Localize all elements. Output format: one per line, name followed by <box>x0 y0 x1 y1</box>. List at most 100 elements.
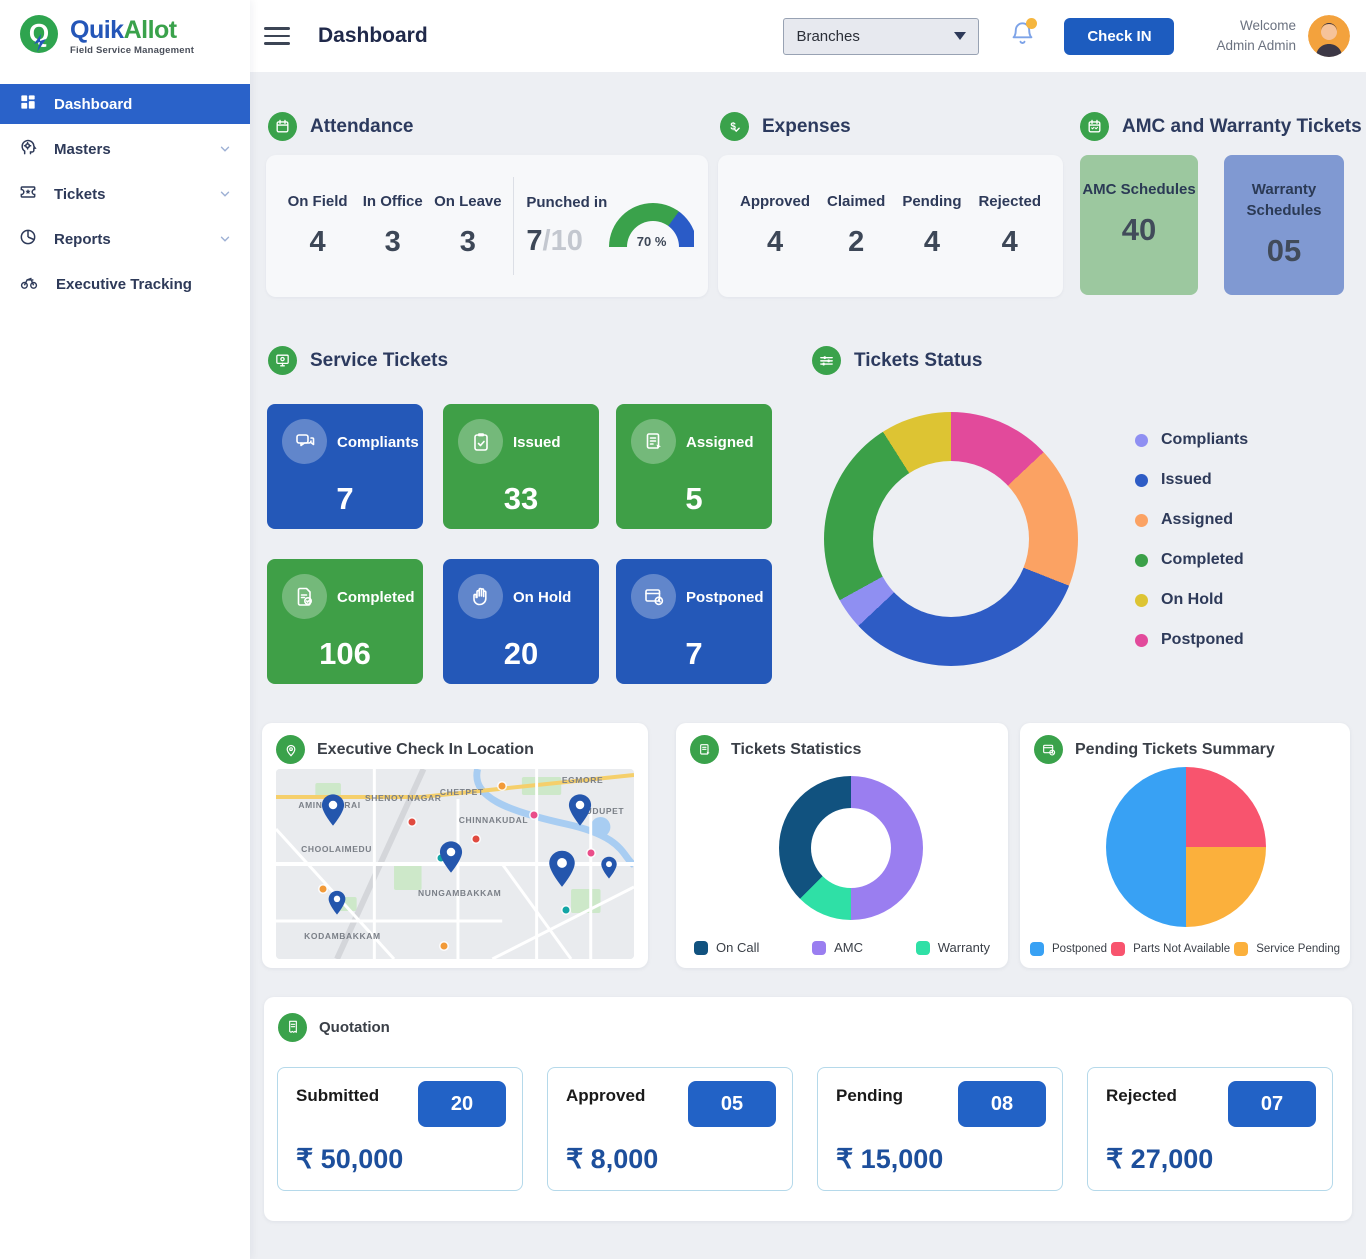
tile-assigned[interactable]: Assigned 5 <box>616 404 772 529</box>
grid-icon <box>18 92 38 116</box>
checkin-map-pin[interactable] <box>600 856 618 884</box>
checkin-map-pin[interactable] <box>327 890 347 920</box>
legend-item: AMC <box>812 940 863 955</box>
attendance-section-header: Attendance <box>268 112 413 141</box>
sidebar-item-tickets[interactable]: Tickets <box>0 174 250 214</box>
map-poi-icon <box>408 818 416 826</box>
ticket-icon <box>18 182 38 206</box>
calendar-icon <box>268 112 297 141</box>
expense-stat: Claimed 2 <box>826 193 886 258</box>
monitor-gear-icon <box>268 346 297 375</box>
menu-toggle-button[interactable] <box>264 27 290 45</box>
map-area-label: KODAMBAKKAM <box>304 931 381 942</box>
main-content: Attendance On Field 4 In Office 3 On Lea… <box>250 72 1366 1259</box>
clipboard-check-icon <box>458 419 503 464</box>
bell-icon <box>1009 22 1036 52</box>
quotation-pending-card: Pending 08 ₹ 15,000 <box>817 1067 1063 1191</box>
masters-icon <box>18 137 38 161</box>
sidebar-item-label: Reports <box>54 230 111 248</box>
checkin-map-pin[interactable] <box>547 849 577 892</box>
sidebar-item-label: Tickets <box>54 185 106 203</box>
page-title: Dashboard <box>318 24 428 47</box>
checkin-map-pin[interactable] <box>320 793 346 831</box>
checkin-location-card: Executive Check In Location <box>262 723 648 968</box>
legend-item: Warranty <box>915 940 990 955</box>
warranty-schedules-card[interactable]: Warranty Schedules 05 <box>1224 155 1344 295</box>
legend-item: Postponed <box>1030 942 1107 956</box>
check-in-button[interactable]: Check IN <box>1064 17 1175 55</box>
quotation-submitted-card: Submitted 20 ₹ 50,000 <box>277 1067 523 1191</box>
divider <box>513 177 515 275</box>
tile-completed[interactable]: Completed 106 <box>267 559 423 684</box>
map-canvas[interactable]: AMINJIKARAI SHENOY NAGAR CHETPET EGMORE … <box>276 769 634 959</box>
map-poi-icon <box>437 854 445 862</box>
chevron-down-icon <box>218 142 232 156</box>
sidebar-item-executive-tracking[interactable]: Executive Tracking <box>0 264 250 304</box>
map-poi-icon <box>530 811 538 819</box>
chevron-down-icon <box>218 187 232 201</box>
bicycle-icon <box>18 272 40 296</box>
map-poi-icon <box>319 885 327 893</box>
checkin-map-pin[interactable] <box>567 793 593 831</box>
attendance-stat: In Office 3 <box>362 193 423 258</box>
attendance-stat: On Leave 3 <box>434 193 502 258</box>
sidebar-item-label: Dashboard <box>54 95 133 113</box>
attendance-stat: On Field 4 <box>287 193 348 258</box>
pie-icon <box>18 227 38 251</box>
list-hand-icon <box>631 419 676 464</box>
expense-stat: Approved 4 <box>740 193 811 258</box>
expenses-section-header: $ Expenses <box>720 112 851 141</box>
branches-dropdown[interactable]: Branches <box>783 17 980 55</box>
pending-tickets-summary-card: Pending Tickets Summary Postponed Parts … <box>1020 723 1350 968</box>
pending-tickets-legend: Postponed Parts Not Available Service Pe… <box>1020 942 1350 956</box>
legend-item: Compliants <box>1135 420 1248 460</box>
expense-stat: Pending 4 <box>902 193 962 258</box>
count-badge: 07 <box>1228 1081 1316 1127</box>
amount-value: ₹ 15,000 <box>836 1144 944 1174</box>
legend-item: On Call <box>694 940 759 955</box>
tickets-status-section-header: Tickets Status <box>812 346 982 375</box>
legend-item: Assigned <box>1135 500 1248 540</box>
user-avatar[interactable] <box>1308 15 1350 57</box>
map-poi-icon <box>440 942 448 950</box>
notifications-bell-button[interactable] <box>1009 18 1038 52</box>
map-poi-icon <box>472 835 480 843</box>
document-check-icon <box>282 574 327 619</box>
tickets-statistics-legend: On Call AMC Warranty <box>676 940 1008 955</box>
window-clock-icon <box>631 574 676 619</box>
receipt-icon <box>278 1012 307 1042</box>
pending-tickets-pie-chart <box>1106 767 1266 927</box>
sidebar-item-dashboard[interactable]: Dashboard <box>0 84 250 124</box>
legend-item: Service Pending <box>1234 942 1340 956</box>
sidebar-item-masters[interactable]: Masters <box>0 129 250 169</box>
legend-item: Completed <box>1135 540 1248 580</box>
tile-issued[interactable]: Issued 33 <box>443 404 599 529</box>
map-area-label: PUDUPET <box>579 805 625 816</box>
tile-postponed[interactable]: Postponed 7 <box>616 559 772 684</box>
tile-on-hold[interactable]: On Hold 20 <box>443 559 599 684</box>
brand-logo[interactable]: Q QuikAllot Field Service Management <box>0 0 250 74</box>
count-badge: 05 <box>688 1081 776 1127</box>
amc-schedules-card[interactable]: AMC Schedules 40 <box>1080 155 1198 295</box>
location-pin-icon <box>276 735 305 764</box>
map-poi-icon <box>562 906 570 914</box>
map-area-label: CHETPET <box>439 786 484 797</box>
service-tickets-section-header: Service Tickets <box>268 346 448 375</box>
sidebar-item-reports[interactable]: Reports <box>0 219 250 259</box>
amount-value: ₹ 50,000 <box>296 1144 404 1174</box>
quotation-rejected-card: Rejected 07 ₹ 27,000 <box>1087 1067 1333 1191</box>
calendar-check-icon <box>1080 112 1109 141</box>
top-header: Dashboard Branches Check IN Welcome Admi… <box>250 0 1366 72</box>
punched-in-gauge: 70 % <box>609 203 694 249</box>
notification-dot <box>1026 18 1038 29</box>
tickets-statistics-donut-chart <box>779 776 923 920</box>
amount-value: ₹ 8,000 <box>566 1144 659 1174</box>
map-poi-icon <box>587 849 595 857</box>
quotation-approved-card: Approved 05 ₹ 8,000 <box>547 1067 793 1191</box>
checkin-map-pin[interactable] <box>438 841 464 879</box>
branches-dropdown-value: Branches <box>796 27 860 45</box>
tile-compliants[interactable]: Compliants 7 <box>267 404 423 529</box>
svg-text:Q: Q <box>29 18 49 48</box>
dollar-check-icon: $ <box>720 112 749 141</box>
